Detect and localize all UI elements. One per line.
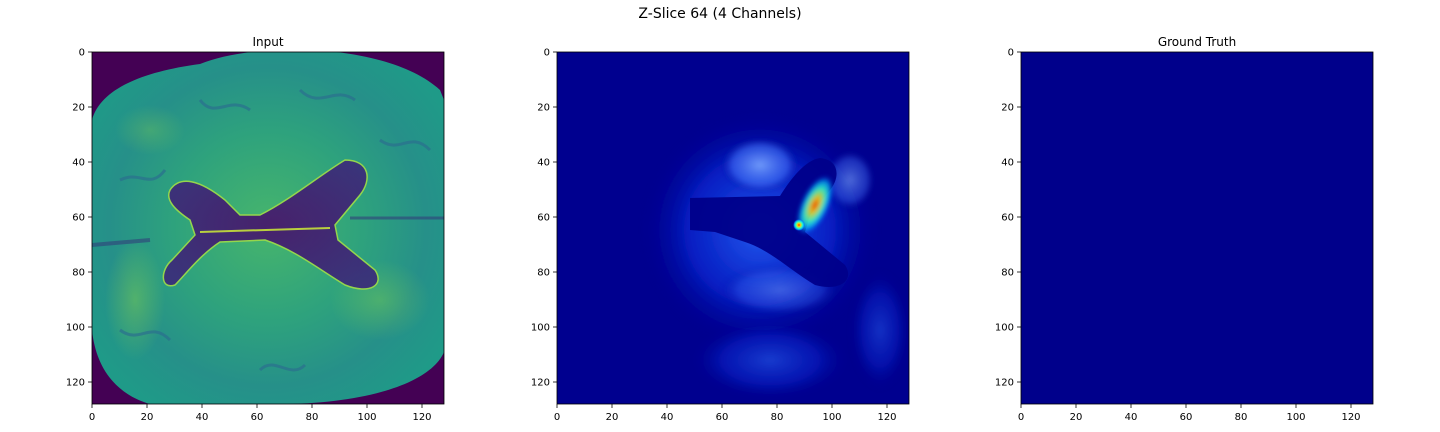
- prediction-y-tick-label: 60: [537, 213, 550, 224]
- input-y-tick-label: 0: [79, 48, 85, 59]
- panel-input: Input 0 20 40 60 80 100 120 0 20 40 60 80 100 120: [66, 35, 445, 423]
- input-x-tick-label: 20: [141, 412, 154, 423]
- ground-truth-y-tick-label: 120: [995, 378, 1014, 389]
- ground-truth-x-tick-label: 60: [1180, 412, 1193, 423]
- prediction-x-tick-label: 0: [554, 412, 560, 423]
- prediction-y-tick-label: 80: [537, 268, 550, 279]
- ground-truth-x-tick-label: 80: [1235, 412, 1248, 423]
- input-x-tick-label: 0: [89, 412, 95, 423]
- ground-truth-x-ticks: 0 20 40 60 80 100 120: [1018, 404, 1361, 423]
- ground-truth-title: Ground Truth: [1158, 35, 1236, 49]
- input-title: Input: [252, 35, 283, 49]
- input-y-tick-label: 120: [66, 378, 85, 389]
- input-y-tick-label: 80: [72, 268, 85, 279]
- prediction-y-tick-label: 100: [531, 323, 550, 334]
- input-y-tick-label: 20: [72, 103, 85, 114]
- prediction-axes-frame: [556, 51, 910, 405]
- prediction-image: [557, 52, 909, 404]
- ground-truth-axes-frame: [1020, 51, 1374, 405]
- ground-truth-image: [1021, 52, 1373, 404]
- prediction-x-tick-label: 60: [716, 412, 729, 423]
- ground-truth-x-tick-label: 100: [1286, 412, 1305, 423]
- ground-truth-y-tick-label: 60: [1001, 213, 1014, 224]
- figure-suptitle: Z-Slice 64 (4 Channels): [638, 6, 802, 22]
- input-x-tick-label: 40: [196, 412, 209, 423]
- prediction-x-tick-label: 80: [771, 412, 784, 423]
- input-y-tick-label: 100: [66, 323, 85, 334]
- input-x-ticks: 0 20 40 60 80 100 120: [89, 404, 432, 423]
- ground-truth-y-tick-label: 40: [1001, 158, 1014, 169]
- prediction-y-ticks: 0 20 40 60 80 100 120: [531, 48, 557, 389]
- ground-truth-y-tick-label: 20: [1001, 103, 1014, 114]
- prediction-x-tick-label: 120: [877, 412, 896, 423]
- ground-truth-y-ticks: 0 20 40 60 80 100 120: [995, 48, 1021, 389]
- prediction-y-tick-label: 120: [531, 378, 550, 389]
- input-y-tick-label: 40: [72, 158, 85, 169]
- prediction-x-tick-label: 100: [822, 412, 841, 423]
- ground-truth-x-tick-label: 20: [1070, 412, 1083, 423]
- input-y-ticks: 0 20 40 60 80 100 120: [66, 48, 92, 389]
- ground-truth-x-tick-label: 0: [1018, 412, 1024, 423]
- ventricles: [162, 159, 379, 290]
- ground-truth-y-tick-label: 100: [995, 323, 1014, 334]
- prediction-x-tick-label: 20: [606, 412, 619, 423]
- prediction-peak: [793, 219, 805, 231]
- ground-truth-y-tick-label: 0: [1008, 48, 1014, 59]
- input-x-tick-label: 80: [306, 412, 319, 423]
- ground-truth-x-tick-label: 120: [1341, 412, 1360, 423]
- input-axes-frame: [91, 51, 445, 405]
- prediction-y-tick-label: 0: [544, 48, 550, 59]
- prediction-x-ticks: 0 20 40 60 80 100 120: [554, 404, 897, 423]
- panel-prediction: 0 20 40 60 80 100 120 0 20 40 60 80 100 120: [531, 48, 910, 423]
- prediction-x-tick-label: 40: [661, 412, 674, 423]
- input-x-tick-label: 100: [357, 412, 376, 423]
- input-x-tick-label: 60: [251, 412, 264, 423]
- panel-ground-truth: Ground Truth 0 20 40 60 80 100 120 0 20 40 60 80 10…: [995, 35, 1374, 423]
- input-x-tick-label: 120: [412, 412, 431, 423]
- prediction-y-tick-label: 20: [537, 103, 550, 114]
- input-image: [92, 52, 444, 404]
- prediction-y-tick-label: 40: [537, 158, 550, 169]
- input-y-tick-label: 60: [72, 213, 85, 224]
- ground-truth-x-tick-label: 40: [1125, 412, 1138, 423]
- ground-truth-y-tick-label: 80: [1001, 268, 1014, 279]
